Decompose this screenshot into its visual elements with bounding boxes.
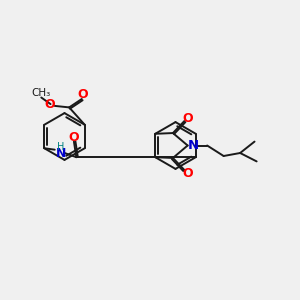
Text: O: O [183,112,193,124]
Text: O: O [45,98,55,111]
Text: O: O [69,131,79,144]
Text: N: N [188,139,199,152]
Text: O: O [183,167,193,180]
Text: CH₃: CH₃ [31,88,51,98]
Text: H: H [57,142,65,152]
Text: O: O [78,88,88,101]
Text: N: N [56,147,66,160]
